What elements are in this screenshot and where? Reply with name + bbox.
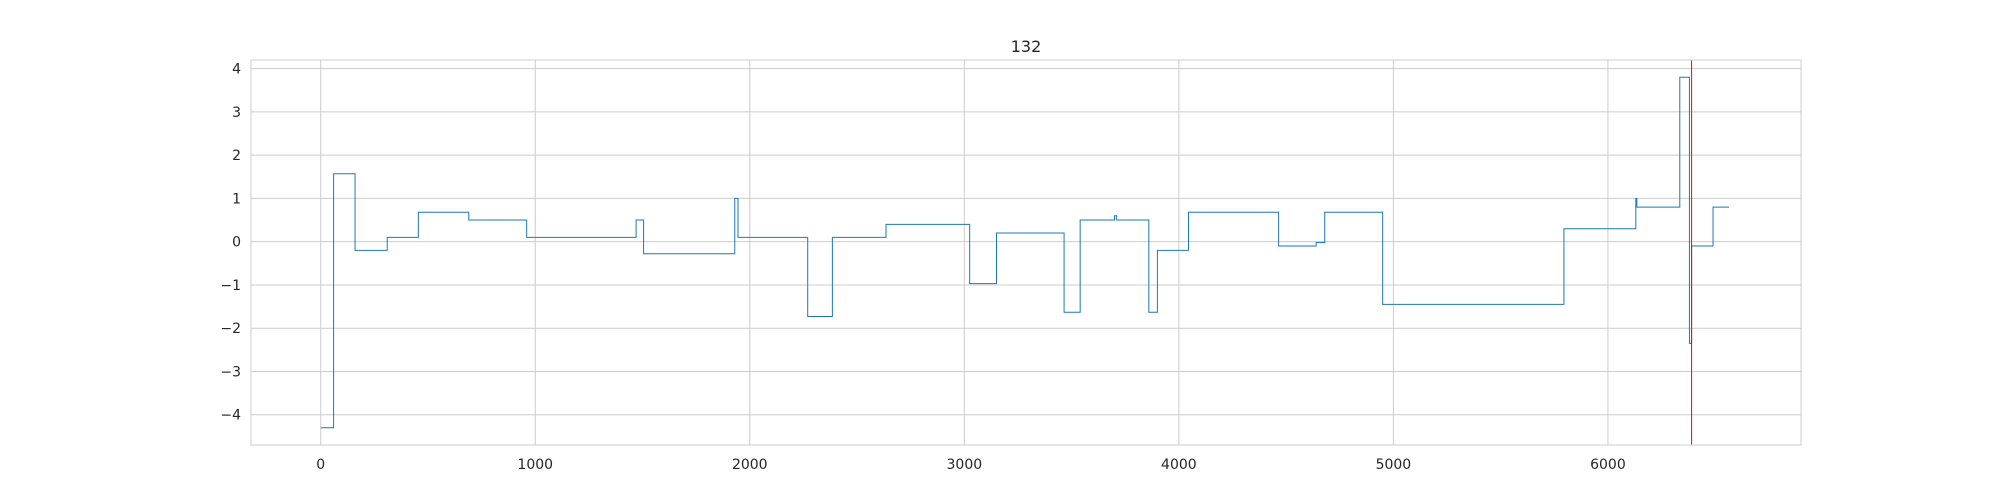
y-tick-label: −2 <box>220 321 241 337</box>
y-tick-label: 4 <box>232 62 241 78</box>
y-tick-label: 1 <box>232 191 241 207</box>
x-tick-label: 3000 <box>947 457 983 473</box>
y-tick-label: −3 <box>220 364 241 380</box>
series-line <box>320 76 1730 429</box>
x-tick-label: 2000 <box>732 457 768 473</box>
y-tick-label: 0 <box>232 235 241 251</box>
x-tick-label: 4000 <box>1161 457 1197 473</box>
grid <box>251 60 1801 445</box>
y-tick-label: −4 <box>220 408 241 424</box>
x-tick-label: 1000 <box>517 457 553 473</box>
x-tick-label: 0 <box>316 457 325 473</box>
x-tick-label: 5000 <box>1376 457 1412 473</box>
y-tick-label: 3 <box>232 105 241 121</box>
plot-area-frame <box>250 59 1802 446</box>
x-axis-ticks: 0 1000 2000 3000 4000 5000 6000 <box>316 457 1625 473</box>
series-layer <box>320 76 1730 429</box>
y-axis-ticks: −4 −3 −2 −1 0 1 2 3 4 <box>220 62 241 424</box>
y-tick-label: −1 <box>220 278 241 294</box>
x-tick-label: 6000 <box>1590 457 1626 473</box>
y-tick-label: 2 <box>232 148 241 164</box>
chart-title: 132 <box>1011 37 1042 56</box>
